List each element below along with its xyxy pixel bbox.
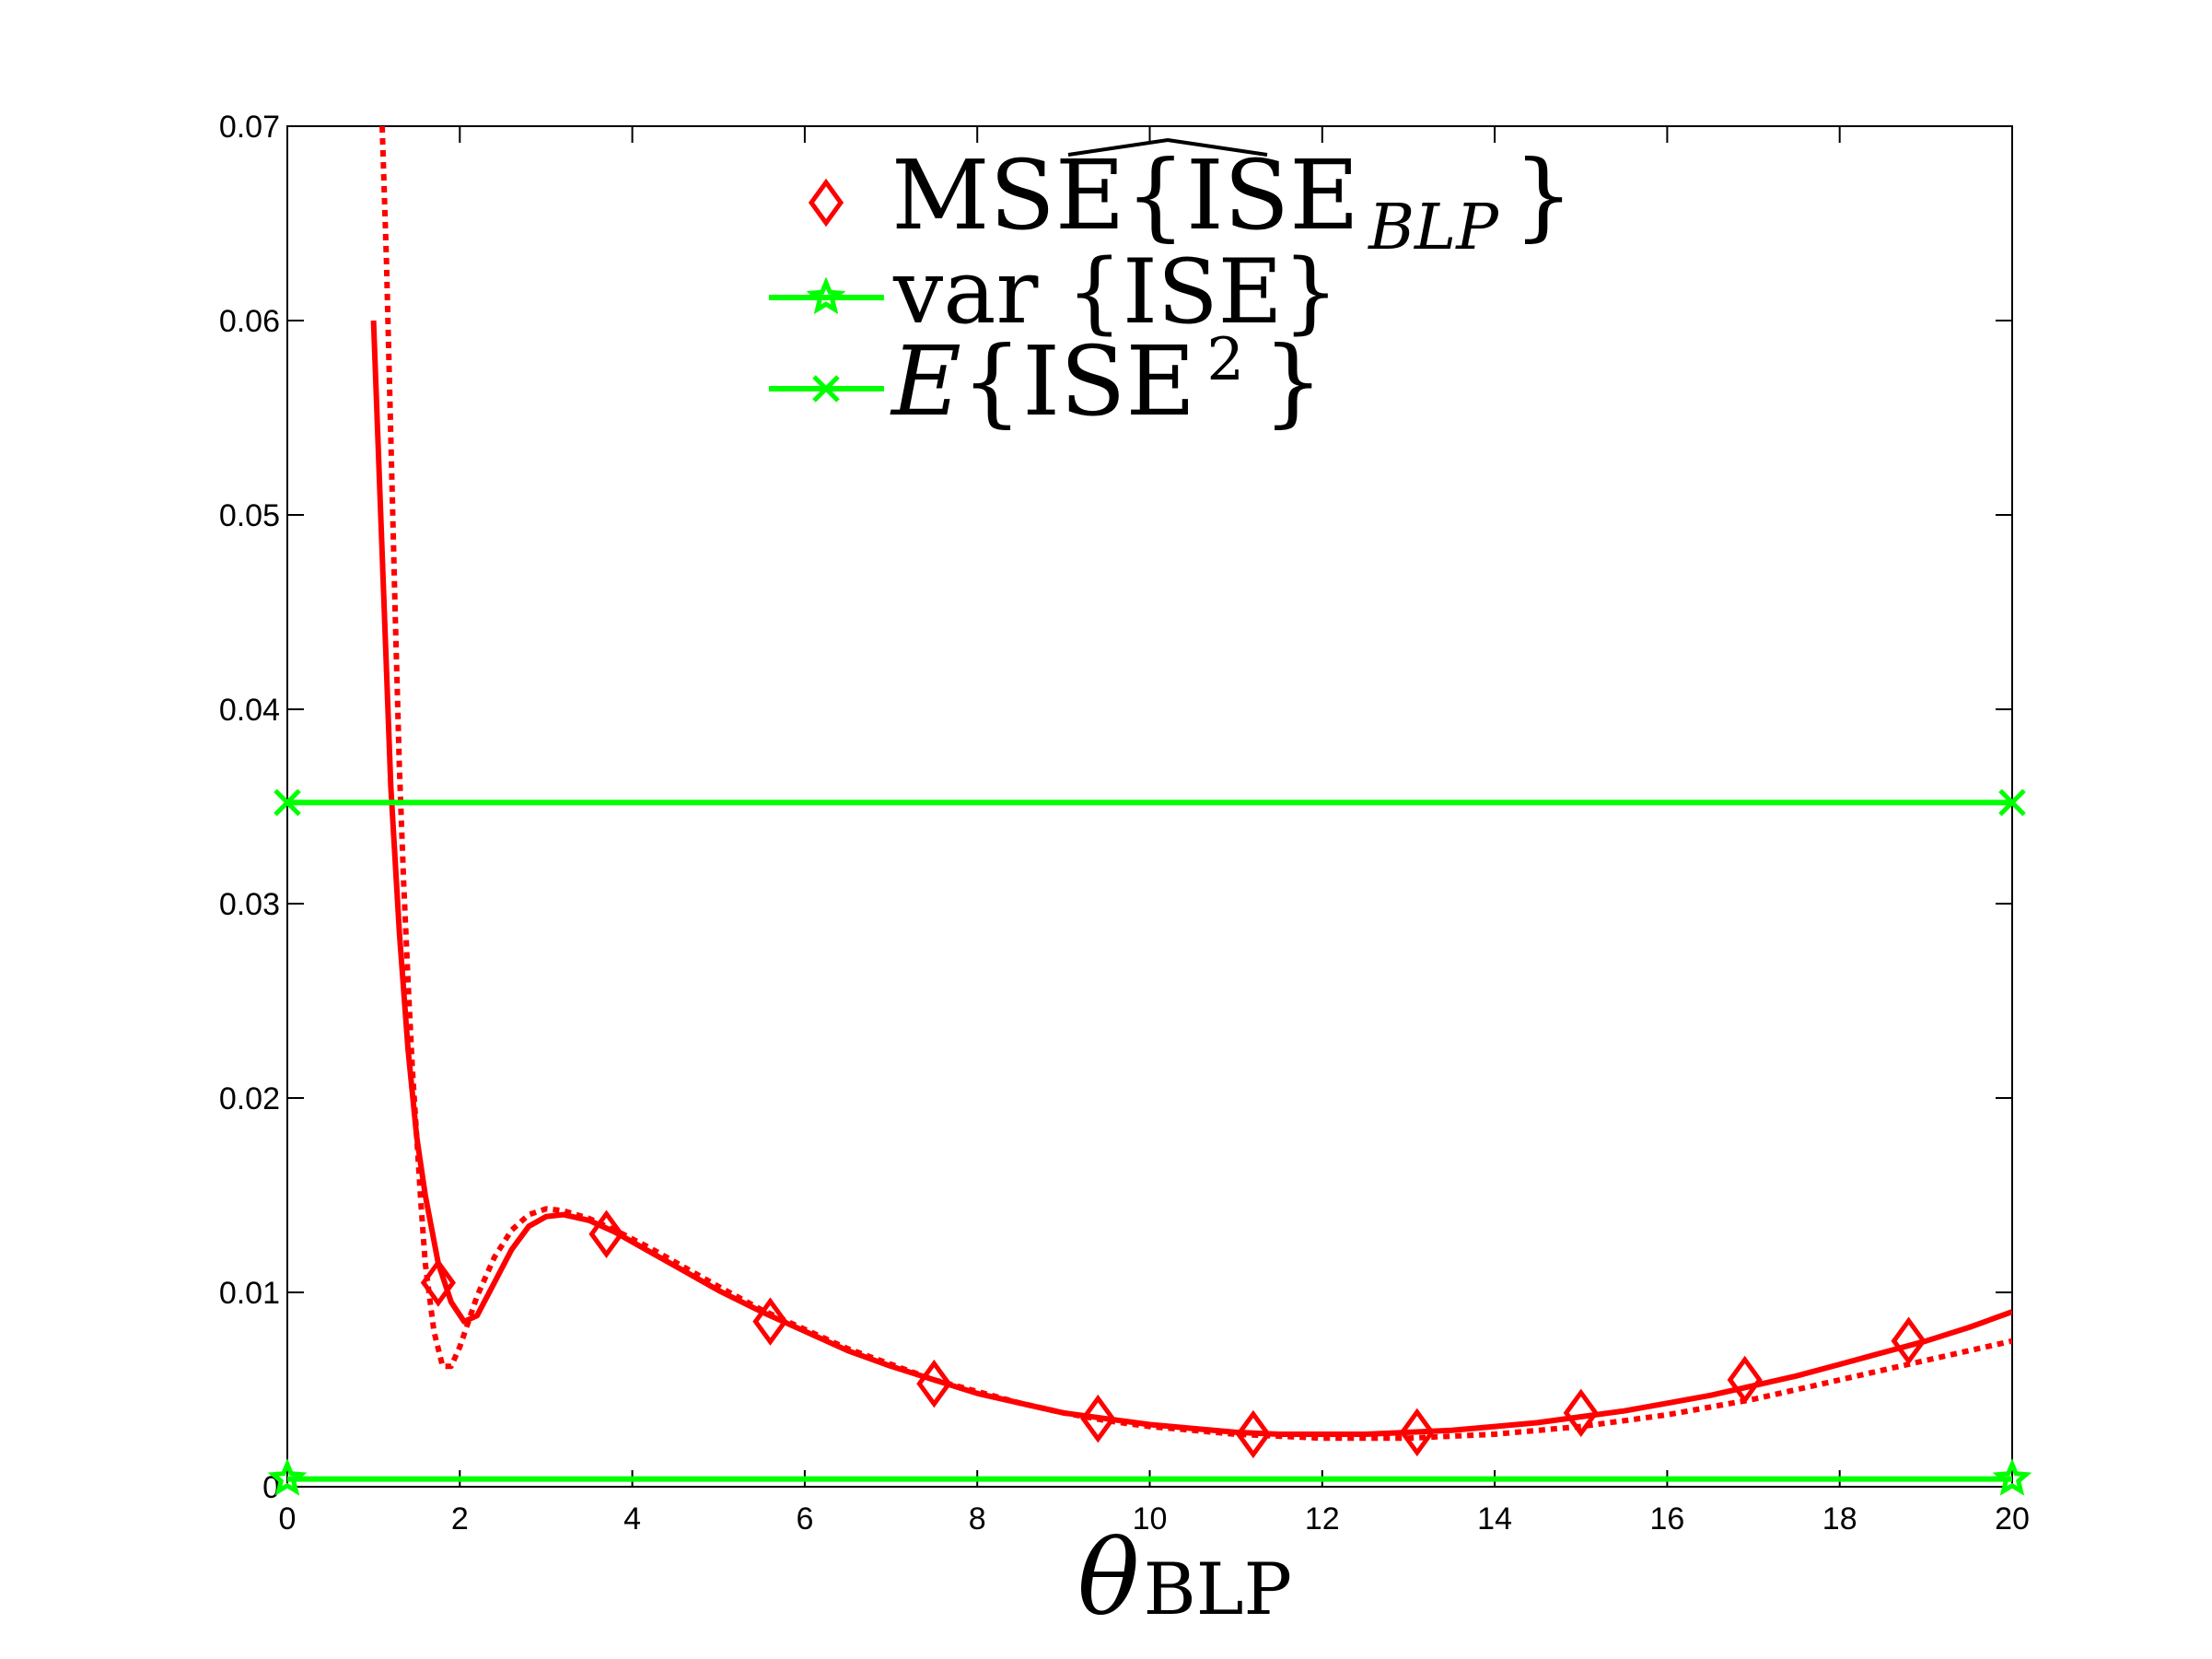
y-tick-label: 0.04 bbox=[219, 693, 280, 728]
series-layer bbox=[287, 126, 2012, 1482]
data-point-diamond bbox=[1727, 1355, 1763, 1405]
data-point-x bbox=[274, 789, 301, 817]
legend-mse-subscript: BLP bbox=[1367, 192, 1499, 264]
data-point-diamond bbox=[916, 1359, 952, 1408]
x-tick-label: 6 bbox=[796, 1501, 813, 1536]
legend-e-close: } bbox=[1263, 325, 1323, 438]
data-point-diamond bbox=[1891, 1316, 1927, 1366]
data-point-x bbox=[1998, 789, 2026, 817]
x-tick-label: 8 bbox=[969, 1501, 986, 1536]
legend-label-mse: MSE{ISE BLP} bbox=[891, 139, 1574, 264]
x-tick-label: 18 bbox=[1822, 1501, 1857, 1536]
legend-marker-x bbox=[812, 375, 840, 403]
x-tick-label: 4 bbox=[623, 1501, 641, 1536]
y-tick-label: 0.05 bbox=[219, 498, 280, 533]
marker-layer bbox=[267, 789, 2032, 1496]
data-point-diamond bbox=[752, 1297, 788, 1346]
axes: 0 2 4 6 8 10 12 14 16 18 2000.010.020.030.040.050.… bbox=[219, 110, 2030, 1536]
data-point-diamond bbox=[1235, 1409, 1271, 1459]
legend-e-superscript: 2 bbox=[1206, 326, 1244, 394]
x-tick-label: 2 bbox=[451, 1501, 469, 1536]
y-tick-label: 0.07 bbox=[219, 110, 280, 145]
legend-label-var: var {ISE} bbox=[892, 240, 1339, 344]
y-tick-label: 0.02 bbox=[219, 1081, 280, 1116]
data-point-diamond bbox=[1399, 1408, 1435, 1457]
legend-marker-diamond bbox=[808, 178, 844, 228]
legend-e-rest: {ISE bbox=[961, 325, 1195, 438]
x-tick-label: 12 bbox=[1305, 1501, 1340, 1536]
legend-marker-star bbox=[806, 276, 846, 315]
data-point-diamond bbox=[420, 1258, 456, 1307]
x-tick-label: 10 bbox=[1133, 1501, 1168, 1536]
series-line-dotted-mse-curve bbox=[379, 126, 2012, 1442]
data-point-diamond bbox=[588, 1209, 624, 1258]
legend-mse-main: MSE{ bbox=[891, 139, 1186, 251]
legend-mse-close: } bbox=[1513, 139, 1574, 251]
y-tick-label: 0.03 bbox=[219, 887, 280, 922]
x-tick-label: 20 bbox=[1995, 1501, 2030, 1536]
series-line-solid-mse-curve bbox=[370, 320, 2012, 1437]
x-axis-label: θBLP bbox=[1077, 1519, 1292, 1639]
legend-label-e: E{ISE 2} bbox=[890, 325, 1323, 438]
legend-e-main: E bbox=[890, 325, 961, 438]
x-axis-label-symbol: θ bbox=[1077, 1519, 1139, 1639]
legend-entry-mse: MSE{ISE BLP} bbox=[808, 137, 1574, 264]
legend-mse-hat-accent bbox=[1067, 137, 1268, 157]
y-tick-label: 0.01 bbox=[219, 1276, 280, 1311]
data-point-star bbox=[1992, 1458, 2032, 1496]
data-point-star bbox=[267, 1458, 308, 1496]
legend-entry-e: E{ISE 2} bbox=[769, 325, 1323, 438]
data-point-diamond bbox=[1080, 1394, 1116, 1443]
x-axis-label-subscript: BLP bbox=[1143, 1548, 1292, 1631]
data-point-diamond bbox=[1563, 1388, 1599, 1438]
legend: MSE{ISE BLP} var {ISE} E{ISE 2} bbox=[769, 137, 1574, 438]
legend-mse-hat: ISE bbox=[1186, 139, 1359, 251]
x-tick-label: 14 bbox=[1477, 1501, 1512, 1536]
x-tick-label: 0 bbox=[279, 1501, 297, 1536]
x-tick-label: 16 bbox=[1649, 1501, 1684, 1536]
y-tick-label: 0.06 bbox=[219, 304, 280, 339]
legend-entry-var: var {ISE} bbox=[769, 240, 1339, 344]
